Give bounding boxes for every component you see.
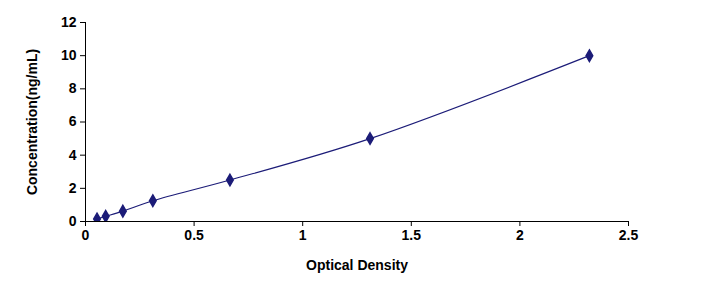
svg-text:10: 10	[61, 47, 77, 63]
svg-text:6: 6	[69, 113, 77, 129]
svg-text:4: 4	[69, 147, 77, 163]
svg-text:0: 0	[69, 213, 77, 229]
svg-text:8: 8	[69, 80, 77, 96]
svg-text:1: 1	[299, 227, 307, 243]
svg-text:2.5: 2.5	[619, 227, 639, 243]
svg-text:Optical Density: Optical Density	[306, 257, 408, 273]
svg-text:12: 12	[61, 14, 77, 30]
svg-text:2: 2	[516, 227, 524, 243]
svg-text:Concentration(ng/mL): Concentration(ng/mL)	[24, 49, 40, 195]
svg-text:2: 2	[69, 180, 77, 196]
svg-text:0: 0	[82, 227, 90, 243]
svg-text:1.5: 1.5	[402, 227, 422, 243]
svg-text:0.5: 0.5	[184, 227, 204, 243]
